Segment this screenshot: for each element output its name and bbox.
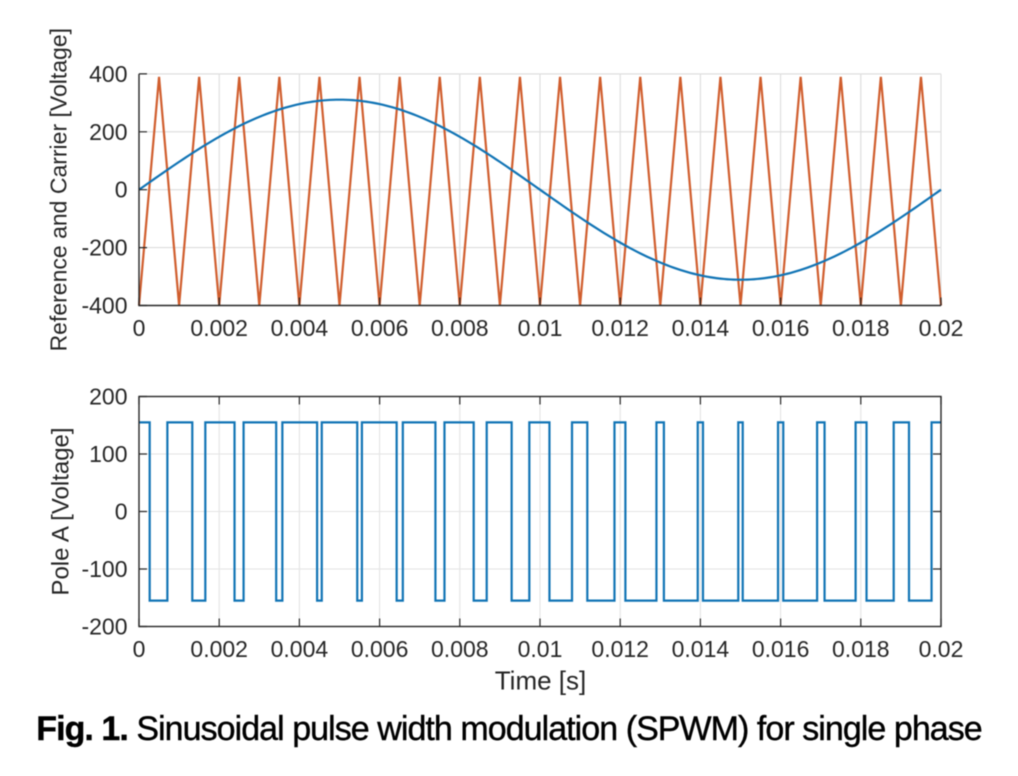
svg-text:400: 400 [89,61,127,87]
svg-text:-100: -100 [81,556,127,582]
svg-text:0.008: 0.008 [431,636,489,662]
svg-text:-400: -400 [81,293,127,319]
svg-text:0.014: 0.014 [672,636,730,662]
svg-text:0.016: 0.016 [752,315,810,341]
svg-text:0.02: 0.02 [919,636,964,662]
svg-text:-200: -200 [81,235,127,261]
svg-text:0: 0 [133,636,146,662]
svg-text:Time [s]: Time [s] [495,666,586,696]
svg-text:-200: -200 [81,614,127,640]
svg-text:0.006: 0.006 [351,636,409,662]
svg-text:0.006: 0.006 [351,315,409,341]
svg-text:0.02: 0.02 [919,315,964,341]
svg-text:0.014: 0.014 [672,315,730,341]
svg-text:0.012: 0.012 [591,315,649,341]
svg-text:Reference and Carrier [Voltage: Reference and Carrier [Voltage] [46,28,72,351]
svg-text:0.016: 0.016 [752,636,810,662]
svg-text:100: 100 [89,441,127,467]
svg-text:0: 0 [133,315,146,341]
svg-text:0.004: 0.004 [271,315,329,341]
svg-text:0.018: 0.018 [832,315,890,341]
svg-text:0: 0 [115,177,128,203]
svg-text:0.012: 0.012 [591,636,649,662]
svg-text:0.004: 0.004 [271,636,329,662]
svg-text:0.018: 0.018 [832,636,890,662]
svg-text:200: 200 [89,384,127,410]
svg-text:0: 0 [115,499,128,525]
svg-text:0.01: 0.01 [518,315,563,341]
svg-text:0.002: 0.002 [190,636,248,662]
svg-text:0.008: 0.008 [431,315,489,341]
svg-text:Pole A [Voltage]: Pole A [Voltage] [48,427,75,595]
svg-text:200: 200 [89,119,127,145]
svg-text:0.01: 0.01 [518,636,563,662]
svg-text:0.002: 0.002 [190,315,248,341]
